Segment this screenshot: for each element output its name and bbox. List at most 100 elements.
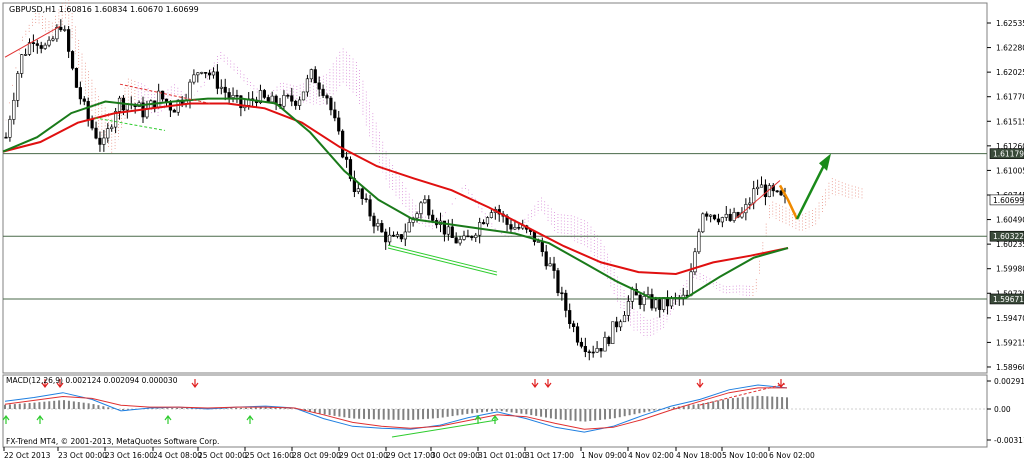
candle-up <box>403 231 407 240</box>
candle-down <box>775 190 779 193</box>
candle-down <box>391 234 396 237</box>
divergence-line <box>119 83 211 104</box>
time-tick-label: 25 Oct 16:00 <box>245 451 294 460</box>
candle-up <box>297 99 302 106</box>
candle-up <box>419 202 423 214</box>
time-tick-label: 29 Oct 17:00 <box>386 451 435 460</box>
horizontal-levels <box>3 153 987 300</box>
candle-down <box>90 119 94 129</box>
candle-up <box>654 299 658 309</box>
candle-down <box>579 341 584 347</box>
macd-line <box>4 384 788 433</box>
candle-up <box>748 202 752 205</box>
candle-up <box>309 69 313 80</box>
buy-signal-arrow <box>474 415 482 424</box>
candle-down <box>227 92 231 98</box>
price-tick-label: 1.61515 <box>996 117 1024 126</box>
candle-up <box>689 271 693 296</box>
slow-ma-line <box>2 102 789 276</box>
price-tick-label: 1.59215 <box>996 338 1024 347</box>
time-tick-label: 25 Oct 00:00 <box>198 451 247 460</box>
candle-up <box>106 128 110 139</box>
macd-lines <box>4 383 788 438</box>
candle-up <box>282 94 286 107</box>
candle-down <box>728 213 732 221</box>
candle-up <box>20 54 24 74</box>
candle-down <box>442 220 447 235</box>
candle-up <box>407 222 411 233</box>
candle-up <box>752 188 756 204</box>
divergence-line <box>4 25 61 58</box>
candle-down <box>466 235 470 238</box>
time-tick-label: 23 Oct 16:00 <box>105 451 154 460</box>
price-axis[interactable]: 1.62535 1.62280 1.62025 1.61770 1.61515 1.612… <box>987 19 1024 372</box>
price-tick-label: 1.60490 <box>996 216 1024 225</box>
macd-axis[interactable]: 0.002915 0.00 -0.003110 <box>987 377 1024 445</box>
candle-down <box>360 188 364 199</box>
buy-signal-arrow <box>246 415 254 424</box>
candle-down <box>266 97 270 103</box>
candle-down <box>35 43 39 46</box>
candle-up <box>458 239 462 244</box>
candle-down <box>235 95 239 97</box>
candle-up <box>423 199 427 204</box>
candle-down <box>599 348 603 352</box>
candle-down <box>82 98 86 102</box>
sell-signal-arrow <box>777 379 785 388</box>
candle-up <box>709 214 713 217</box>
candle-down <box>74 67 79 88</box>
candle-down <box>607 337 611 344</box>
macd-tick-label: 0.002915 <box>994 377 1024 386</box>
candle-up <box>701 213 705 233</box>
price-label: 1.60699 <box>993 196 1024 205</box>
candle-down <box>556 270 560 294</box>
candle-down <box>239 95 243 109</box>
forecast-down-arrow <box>778 184 799 220</box>
candle-up <box>724 213 728 218</box>
price-label-box <box>989 230 1024 242</box>
candle-down <box>509 224 513 230</box>
price-pane[interactable]: GBPUSD,H1 1.60816 1.60834 1.60670 1.6069… <box>2 0 988 374</box>
candle-down <box>771 185 775 192</box>
candle-down <box>204 72 208 74</box>
candle-up <box>395 234 400 237</box>
candle-down <box>431 214 435 221</box>
candle-down <box>207 72 212 76</box>
time-tick-label: 22 Oct 2013 <box>4 451 51 460</box>
moving-averages <box>2 97 789 300</box>
sell-signal-arrow <box>544 379 552 388</box>
price-pane-frame <box>2 2 988 374</box>
sell-signal-arrow <box>191 379 199 388</box>
price-label-box <box>989 293 1024 305</box>
candle-down <box>290 95 294 102</box>
candle-up <box>200 72 204 74</box>
sell-signal-arrow <box>41 379 49 388</box>
macd-tick-label: 0.00 <box>994 405 1011 414</box>
candle-up <box>755 186 760 190</box>
candle-up <box>157 90 161 108</box>
candle-down <box>544 251 548 267</box>
chart-footer: FX-Trend MT4, © 2001-2013, MetaQuotes So… <box>6 437 219 446</box>
candle-down <box>294 100 298 106</box>
macd-tick-label: -0.003110 <box>994 436 1024 445</box>
candle-down <box>67 29 71 52</box>
candle-down <box>540 241 544 253</box>
time-tick-label: 1 Nov 09:00 <box>581 451 627 460</box>
candle-up <box>16 73 20 101</box>
candle-down <box>325 95 329 99</box>
candle-up <box>231 95 235 98</box>
candle-up <box>117 97 122 112</box>
candle-down <box>262 90 266 98</box>
macd-pane[interactable]: MACD(12,26,9) 0.002124 0.002094 0.000030… <box>2 374 988 448</box>
price-tick-label: 1.62280 <box>996 44 1024 53</box>
candle-down <box>384 231 388 243</box>
candle-up <box>595 348 599 353</box>
candle-up <box>548 263 552 267</box>
candle-down <box>481 222 486 225</box>
candle-up <box>720 217 724 223</box>
ichimoku-cloud <box>5 0 863 338</box>
candle-down <box>560 292 564 295</box>
